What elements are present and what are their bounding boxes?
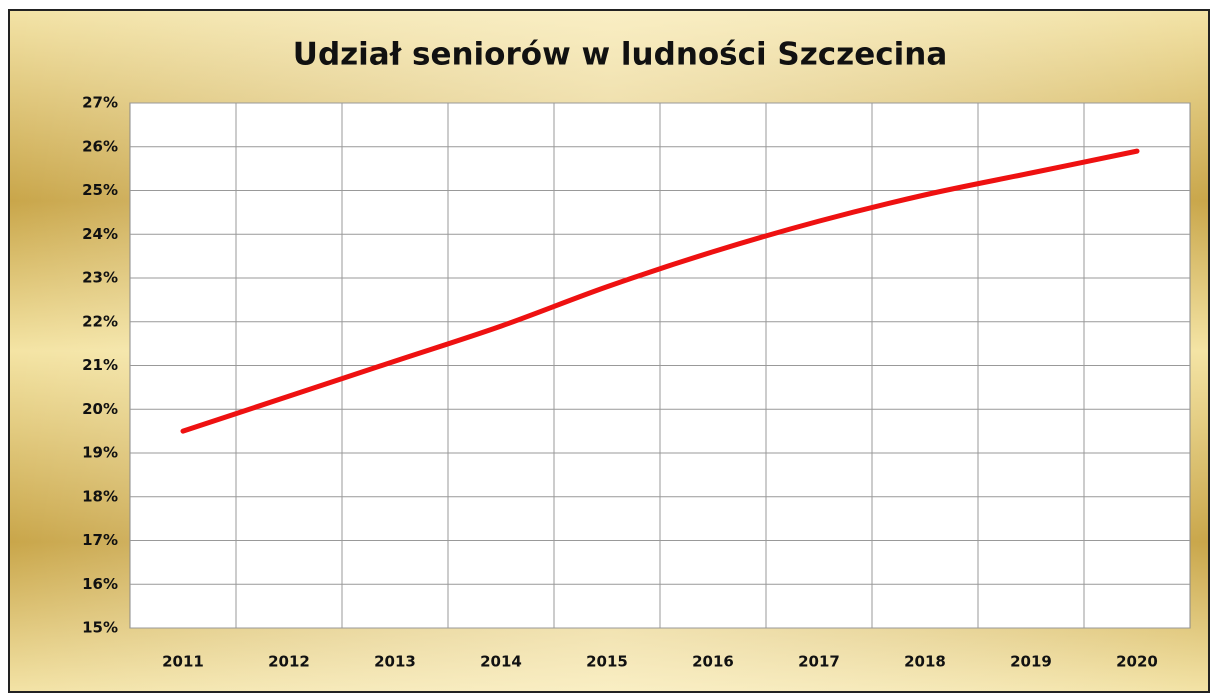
- y-tick-label: 19%: [82, 444, 118, 462]
- x-tick-label: 2014: [480, 653, 522, 671]
- y-tick-label: 20%: [82, 400, 118, 418]
- x-tick-label: 2019: [1010, 653, 1052, 671]
- y-tick-label: 15%: [82, 619, 118, 637]
- x-tick-label: 2016: [692, 653, 734, 671]
- y-tick-label: 23%: [82, 269, 118, 287]
- x-tick-label: 2018: [904, 653, 946, 671]
- y-tick-label: 18%: [82, 487, 118, 505]
- y-tick-label: 17%: [82, 531, 118, 549]
- data-line: [180, 148, 1140, 434]
- x-tick-label: 2012: [268, 653, 310, 671]
- x-tick-label: 2020: [1116, 653, 1158, 671]
- x-tick-label: 2013: [374, 653, 416, 671]
- x-tick-label: 2011: [162, 653, 204, 671]
- y-tick-label: 26%: [82, 137, 118, 155]
- x-tick-label: 2017: [798, 653, 840, 671]
- y-tick-label: 22%: [82, 312, 118, 330]
- y-tick-label: 25%: [82, 181, 118, 199]
- y-tick-label: 27%: [82, 94, 118, 112]
- chart-title: Udział seniorów w ludności Szczecina: [293, 37, 947, 73]
- y-tick-label: 21%: [82, 356, 118, 374]
- y-tick-label: 24%: [82, 225, 118, 243]
- y-tick-label: 16%: [82, 575, 118, 593]
- x-tick-label: 2015: [586, 653, 628, 671]
